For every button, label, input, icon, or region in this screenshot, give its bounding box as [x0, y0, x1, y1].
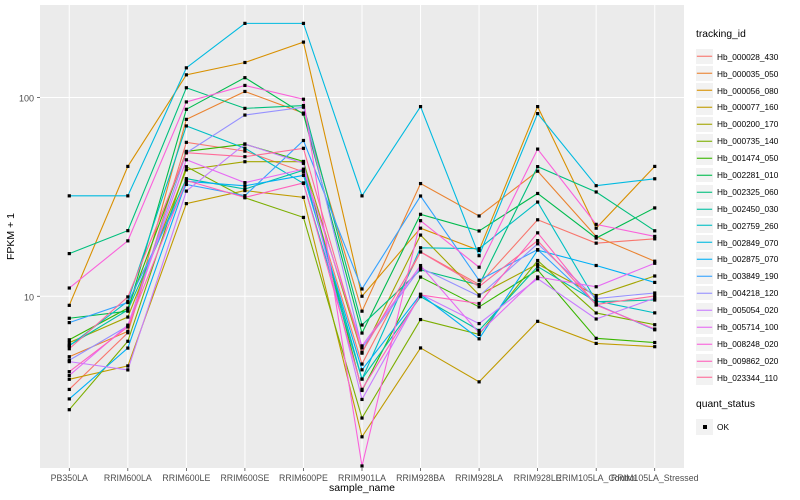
svg-text:RRIM928LA: RRIM928LA [455, 473, 503, 483]
svg-text:sample_name: sample_name [329, 482, 395, 494]
svg-text:FPKM + 1: FPKM + 1 [5, 213, 17, 260]
svg-text:RRIM600LE: RRIM600LE [162, 473, 210, 483]
svg-text:RRIM928BA: RRIM928BA [396, 473, 445, 483]
svg-text:RRIM600PE: RRIM600PE [279, 473, 328, 483]
svg-text:10: 10 [24, 292, 34, 302]
svg-text:RRIM600LA: RRIM600LA [104, 473, 152, 483]
svg-text:PB350LA: PB350LA [51, 473, 88, 483]
svg-text:RRIM928LE: RRIM928LE [514, 473, 562, 483]
svg-text:100: 100 [19, 94, 34, 104]
svg-text:RRIM105LA_Stressed: RRIM105LA_Stressed [611, 473, 699, 483]
svg-text:RRIM600SE: RRIM600SE [220, 473, 269, 483]
